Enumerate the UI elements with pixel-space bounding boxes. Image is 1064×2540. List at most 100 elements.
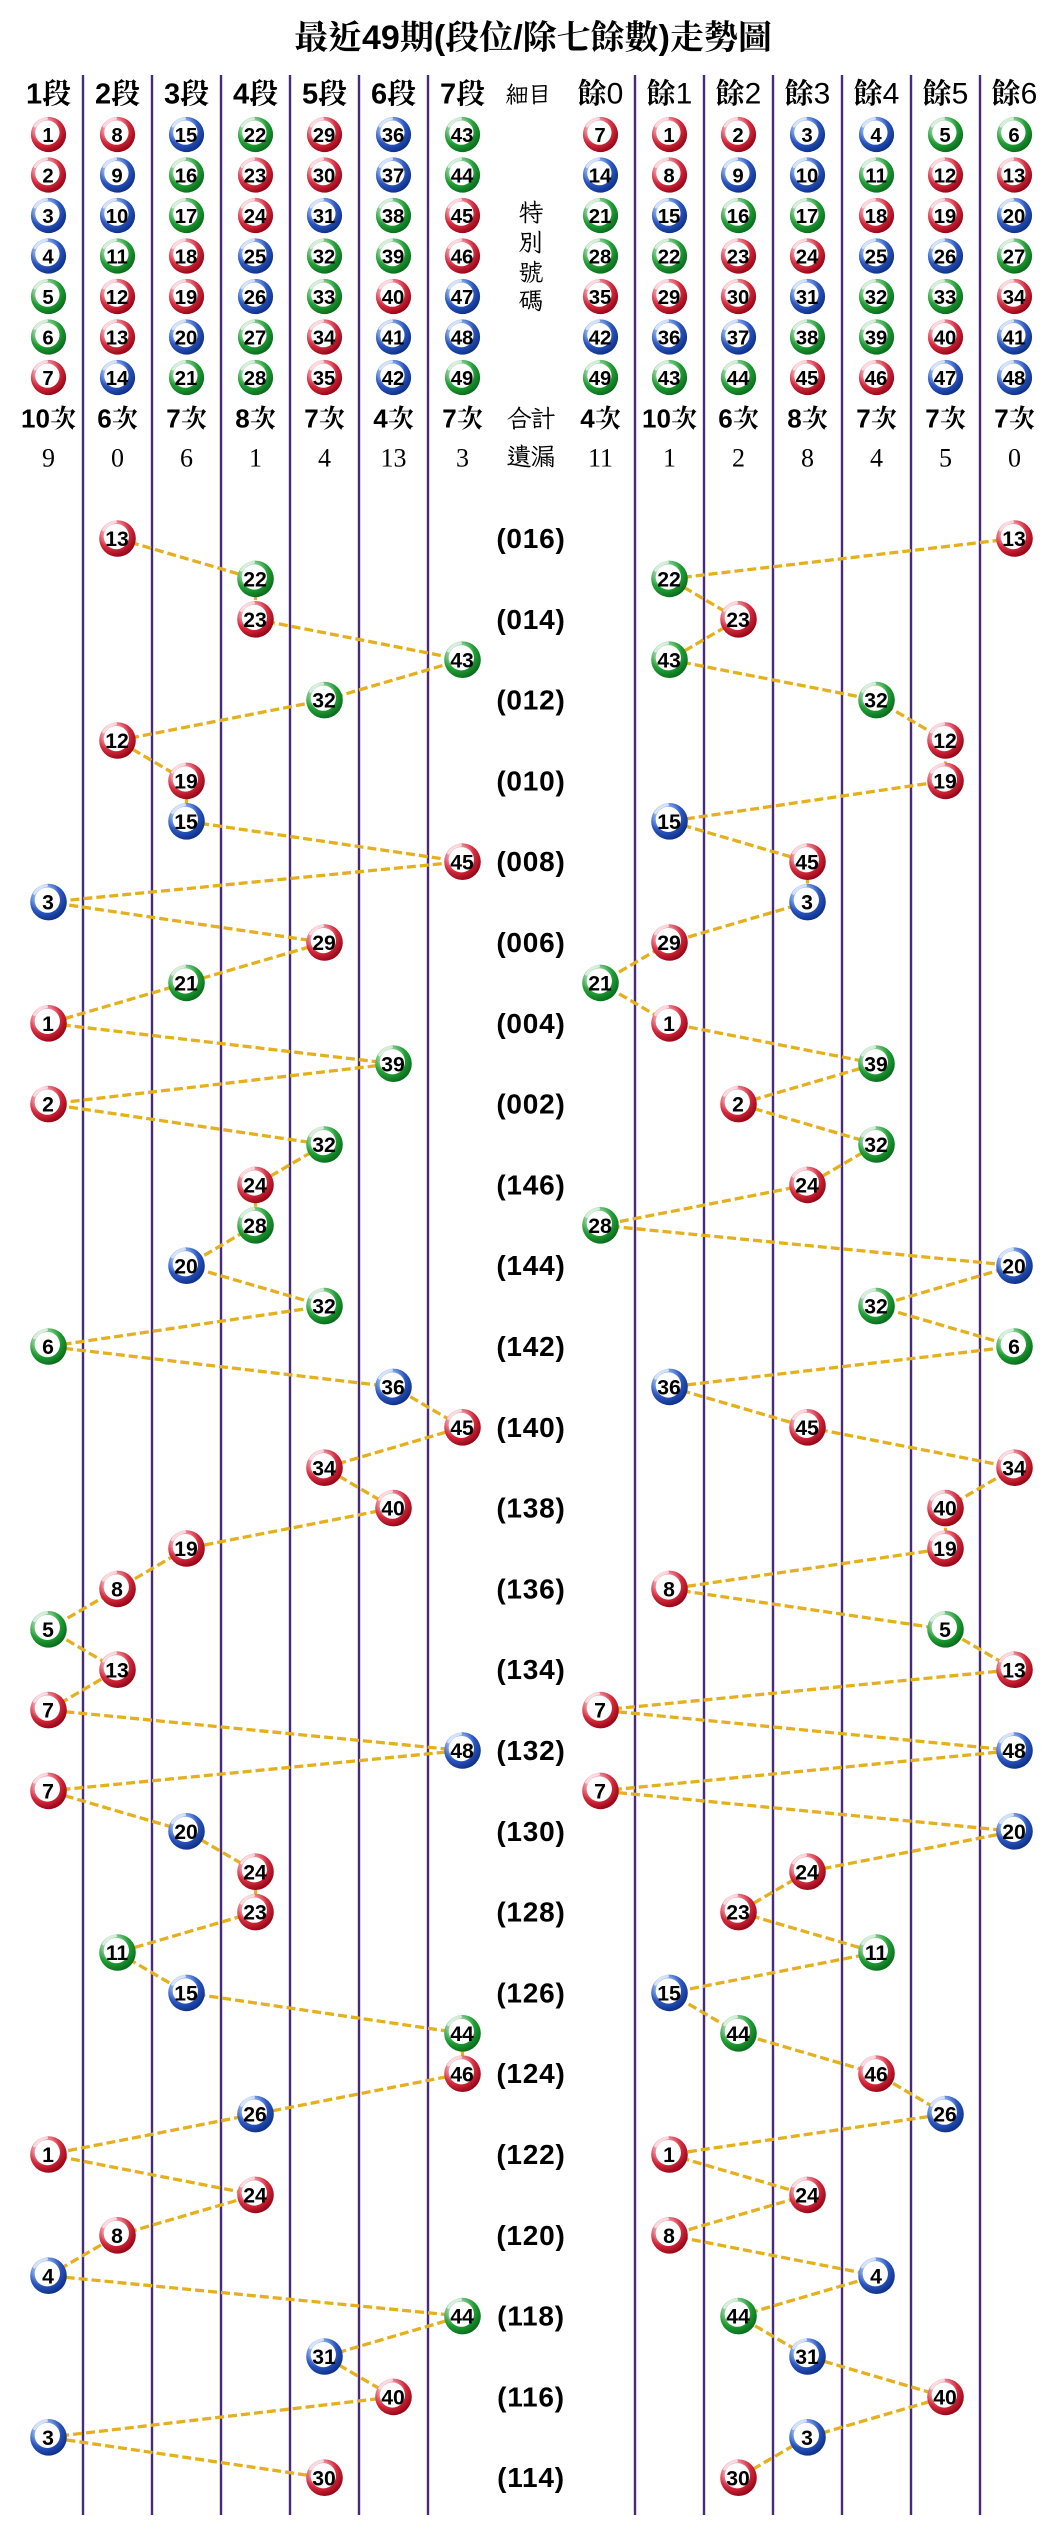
svg-text:(144): (144) [496, 1250, 565, 1281]
svg-text:5: 5 [939, 125, 950, 147]
svg-text:45: 45 [451, 206, 474, 228]
svg-text:32: 32 [312, 1134, 336, 1157]
svg-text:11: 11 [865, 165, 887, 187]
svg-text:49: 49 [451, 368, 474, 390]
svg-text:30: 30 [313, 165, 336, 187]
svg-text:(116): (116) [497, 2381, 565, 2412]
svg-text:7: 7 [304, 404, 318, 434]
svg-text:(114): (114) [497, 2462, 565, 2493]
svg-text:4: 4 [233, 79, 249, 111]
svg-text:34: 34 [1002, 1457, 1026, 1480]
svg-text:40: 40 [381, 1498, 405, 1521]
svg-text:15: 15 [174, 1983, 198, 2006]
svg-text:41: 41 [1003, 327, 1026, 349]
svg-text:8: 8 [235, 404, 249, 434]
svg-text:23: 23 [243, 1902, 267, 1925]
svg-text:5: 5 [42, 287, 53, 309]
svg-text:(006): (006) [496, 927, 565, 958]
svg-text:31: 31 [313, 206, 336, 228]
svg-text:47: 47 [934, 368, 957, 390]
svg-text:42: 42 [589, 327, 612, 349]
svg-text:0: 0 [1008, 444, 1021, 473]
svg-text:2: 2 [95, 79, 111, 111]
svg-text:44: 44 [726, 2023, 750, 2046]
svg-text:(014): (014) [496, 604, 565, 635]
svg-text:(120): (120) [496, 2220, 565, 2251]
svg-text:30: 30 [312, 2467, 336, 2490]
svg-text:17: 17 [175, 206, 198, 228]
svg-text:12: 12 [933, 730, 957, 753]
svg-text:33: 33 [934, 287, 957, 309]
svg-text:(126): (126) [496, 1977, 565, 2008]
svg-text:4: 4 [870, 125, 882, 147]
svg-text:23: 23 [726, 609, 750, 632]
svg-text:7: 7 [594, 125, 605, 147]
svg-text:4: 4 [42, 246, 54, 268]
svg-text:11: 11 [106, 246, 128, 268]
svg-text:21: 21 [589, 206, 612, 228]
svg-text:20: 20 [1003, 206, 1026, 228]
svg-text:20: 20 [174, 1821, 198, 1844]
svg-text:(002): (002) [496, 1089, 565, 1120]
svg-text:35: 35 [589, 287, 612, 309]
svg-text:4: 4 [373, 404, 388, 434]
svg-text:(122): (122) [496, 2139, 565, 2170]
svg-text:48: 48 [1003, 368, 1026, 390]
svg-text:1: 1 [42, 125, 53, 147]
svg-text:6: 6 [371, 79, 387, 111]
svg-text:(124): (124) [496, 2058, 565, 2089]
svg-text:32: 32 [312, 1296, 336, 1319]
svg-text:24: 24 [795, 1175, 819, 1198]
svg-text:33: 33 [313, 287, 336, 309]
svg-text:4: 4 [42, 2265, 54, 2288]
svg-text:7: 7 [42, 1700, 54, 1723]
svg-text:26: 26 [244, 287, 267, 309]
svg-text:1: 1 [663, 2144, 675, 2167]
svg-text:1: 1 [249, 444, 262, 473]
svg-text:14: 14 [106, 368, 129, 390]
svg-text:6: 6 [1008, 125, 1019, 147]
svg-text:(008): (008) [496, 846, 565, 877]
svg-text:39: 39 [865, 327, 888, 349]
svg-text:24: 24 [243, 1175, 267, 1198]
svg-text:19: 19 [934, 206, 957, 228]
svg-text:(146): (146) [496, 1169, 565, 1200]
svg-text:30: 30 [726, 2467, 750, 2490]
svg-text:3: 3 [814, 78, 831, 111]
svg-text:24: 24 [243, 1861, 267, 1884]
svg-text:13: 13 [105, 528, 129, 551]
svg-text:3: 3 [42, 892, 54, 915]
svg-text:7: 7 [925, 404, 939, 434]
svg-text:4: 4 [318, 444, 331, 473]
svg-text:(004): (004) [496, 1008, 565, 1039]
svg-text:15: 15 [658, 206, 681, 228]
svg-text:43: 43 [657, 649, 681, 672]
svg-text:28: 28 [588, 1215, 612, 1238]
svg-text:39: 39 [382, 246, 405, 268]
svg-text:29: 29 [312, 932, 336, 955]
svg-text:34: 34 [313, 327, 336, 349]
svg-text:10: 10 [21, 404, 50, 434]
svg-text:45: 45 [796, 368, 819, 390]
svg-text:7: 7 [856, 404, 870, 434]
svg-text:(128): (128) [496, 1897, 565, 1928]
svg-text:(010): (010) [496, 765, 565, 796]
svg-text:2: 2 [42, 1094, 54, 1117]
svg-text:29: 29 [658, 287, 681, 309]
svg-text:(118): (118) [497, 2301, 565, 2332]
svg-text:22: 22 [657, 569, 681, 592]
svg-text:25: 25 [865, 246, 888, 268]
svg-text:10: 10 [796, 165, 819, 187]
svg-text:3: 3 [456, 444, 469, 473]
svg-text:45: 45 [795, 851, 819, 874]
svg-text:8: 8 [111, 2225, 123, 2248]
svg-text:5: 5 [939, 444, 952, 473]
svg-text:48: 48 [451, 327, 474, 349]
svg-text:5: 5 [952, 78, 969, 111]
svg-text:23: 23 [244, 165, 267, 187]
svg-text:0: 0 [607, 78, 624, 111]
svg-text:19: 19 [174, 1538, 198, 1561]
svg-text:1: 1 [26, 79, 42, 111]
svg-text:35: 35 [313, 368, 336, 390]
svg-text:12: 12 [106, 287, 129, 309]
